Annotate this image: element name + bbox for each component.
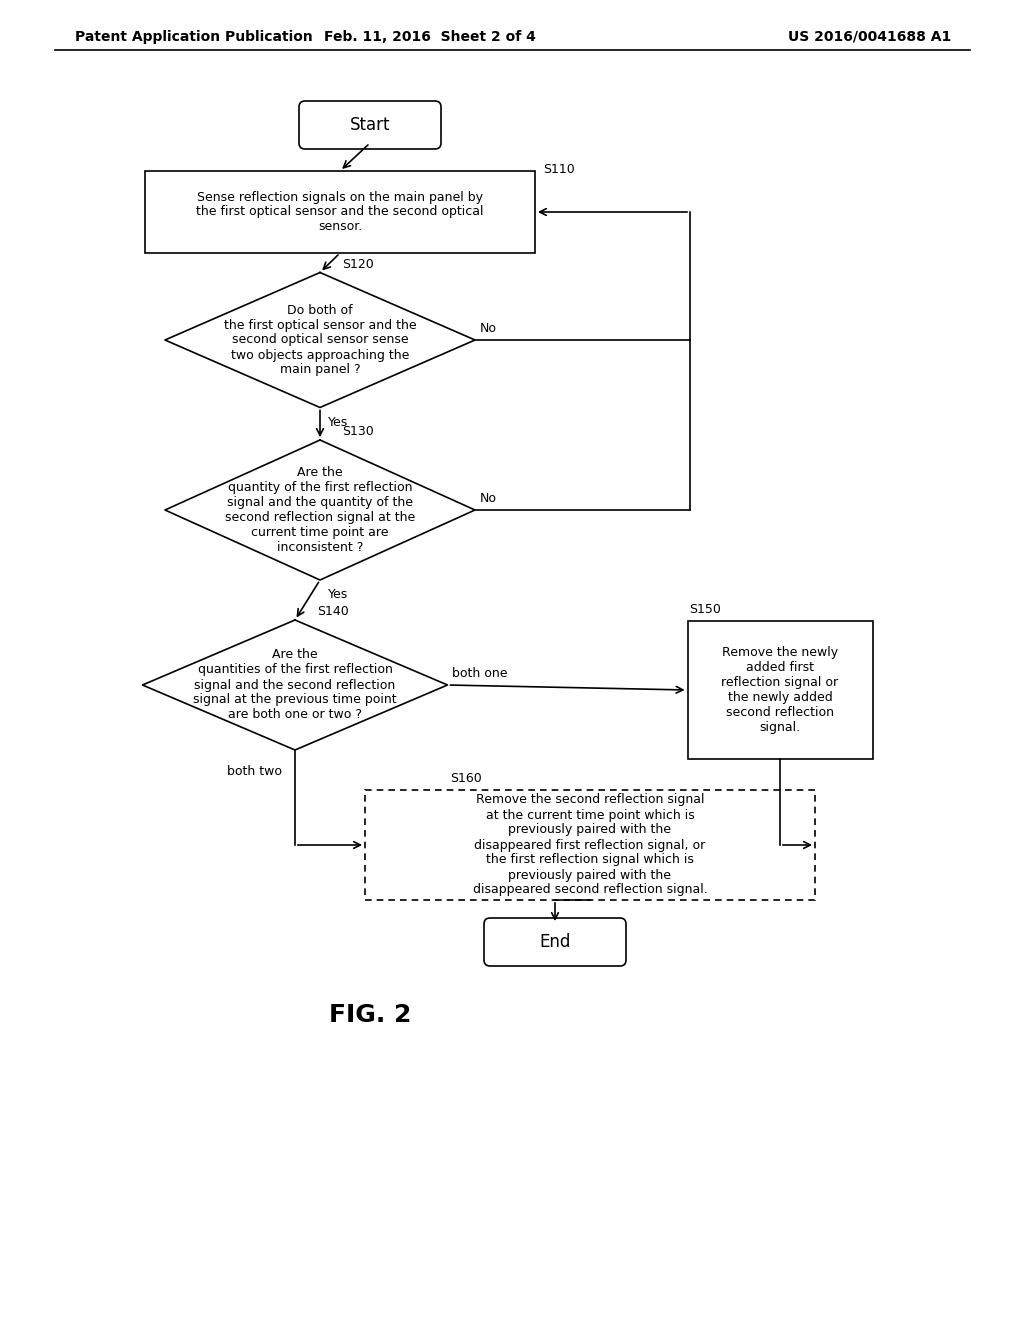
Text: US 2016/0041688 A1: US 2016/0041688 A1 (788, 30, 951, 44)
Polygon shape (165, 440, 475, 579)
Text: S130: S130 (342, 425, 374, 438)
Text: Patent Application Publication: Patent Application Publication (75, 30, 312, 44)
Text: Sense reflection signals on the main panel by
the first optical sensor and the s: Sense reflection signals on the main pan… (197, 190, 483, 234)
Text: Yes: Yes (328, 416, 348, 429)
Text: both two: both two (227, 766, 282, 777)
Text: S120: S120 (342, 257, 374, 271)
Text: S110: S110 (543, 162, 574, 176)
Bar (145, 172, 535, 253)
Bar (365, 789, 815, 900)
Text: No: No (480, 492, 497, 506)
Text: Are the
quantity of the first reflection
signal and the quantity of the
second r: Are the quantity of the first reflection… (225, 466, 415, 554)
Text: Yes: Yes (328, 587, 348, 601)
Text: Remove the newly
added first
reflection signal or
the newly added
second reflect: Remove the newly added first reflection … (722, 645, 839, 734)
Text: No: No (480, 322, 497, 335)
Text: Start: Start (350, 116, 390, 135)
Text: Feb. 11, 2016  Sheet 2 of 4: Feb. 11, 2016 Sheet 2 of 4 (324, 30, 536, 44)
FancyBboxPatch shape (299, 102, 441, 149)
Polygon shape (165, 272, 475, 408)
Polygon shape (142, 620, 447, 750)
Text: S150: S150 (689, 603, 721, 616)
Text: FIG. 2: FIG. 2 (329, 1003, 412, 1027)
Text: S160: S160 (450, 772, 481, 785)
Text: both one: both one (453, 667, 508, 680)
Text: Do both of
the first optical sensor and the
second optical sensor sense
two obje: Do both of the first optical sensor and … (223, 304, 417, 376)
Text: End: End (540, 933, 570, 950)
Text: Remove the second reflection signal
at the current time point which is
previousl: Remove the second reflection signal at t… (473, 793, 708, 896)
Text: S140: S140 (317, 605, 349, 618)
Bar (687, 620, 872, 759)
Text: Are the
quantities of the first reflection
signal and the second reflection
sign: Are the quantities of the first reflecti… (194, 648, 397, 722)
FancyBboxPatch shape (484, 917, 626, 966)
